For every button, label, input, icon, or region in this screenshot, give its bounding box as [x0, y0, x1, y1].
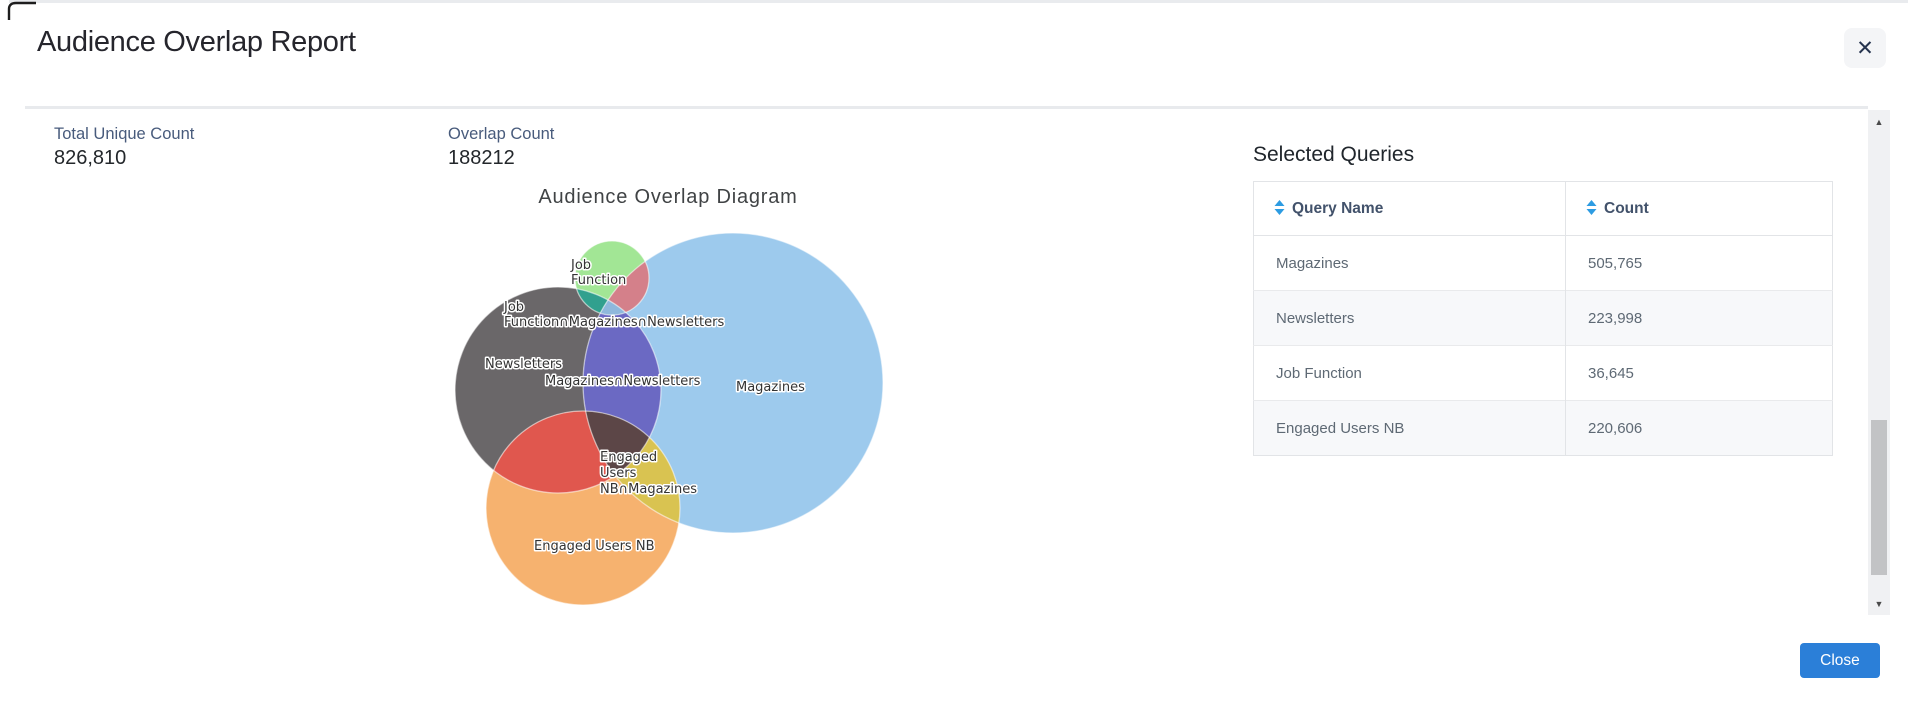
selected-queries-heading: Selected Queries [1253, 143, 1415, 166]
header-divider [25, 106, 1868, 109]
column-header-count[interactable]: Count [1565, 181, 1833, 236]
overlap-count-value: 188212 [448, 147, 515, 169]
query-name-cell: Magazines [1253, 235, 1566, 291]
venn-label-engaged-users-nb: Engaged Users NB [534, 539, 655, 554]
close-icon[interactable]: ✕ [1844, 28, 1886, 68]
venn-label-newsletters: Newsletters [485, 357, 562, 372]
sort-icon[interactable] [1274, 199, 1285, 215]
venn-label-job-function-line2: Function [571, 273, 626, 288]
venn-label-engaged-magazines-line2: Users [600, 466, 637, 481]
venn-label-job-function-line1: Job [570, 258, 591, 273]
column-header-query-name[interactable]: Query Name [1253, 181, 1566, 236]
venn-label-magazines: Magazines [736, 380, 805, 395]
table-row: Engaged Users NB 220,606 [1253, 400, 1833, 456]
column-label-count: Count [1604, 199, 1649, 217]
venn-circle-outlines [454, 232, 884, 606]
count-cell: 220,606 [1565, 400, 1833, 456]
scroll-down-icon[interactable]: ▼ [1874, 599, 1884, 609]
vertical-scrollbar[interactable]: ▲ ▼ [1868, 110, 1890, 615]
venn-title: Audience Overlap Diagram [538, 186, 797, 208]
page-title: Audience Overlap Report [37, 26, 356, 58]
total-unique-count-value: 826,810 [54, 147, 127, 169]
venn-label-engaged-magazines-line1: Engaged [600, 450, 657, 465]
overlap-count-stat: Overlap Count 188212 [448, 125, 554, 170]
top-border-strip [9, 0, 1908, 3]
total-unique-count-label: Total Unique Count [54, 125, 195, 143]
audience-overlap-venn-diagram: Audience Overlap Diagram [454, 186, 884, 606]
overlap-count-label: Overlap Count [448, 125, 555, 143]
column-label-query-name: Query Name [1292, 199, 1384, 217]
scrollbar-thumb[interactable] [1871, 420, 1887, 575]
query-name-cell: Job Function [1253, 345, 1566, 401]
venn-label-magazines-newsletters: Magazines∩Newsletters [545, 374, 701, 389]
window-corner-artifact [7, 1, 36, 20]
sort-icon[interactable] [1586, 199, 1597, 215]
venn-label-triple-line1: Job [503, 300, 524, 315]
venn-overlap-magazines-newsletters-engaged[interactable] [486, 411, 680, 605]
count-cell: 223,998 [1565, 290, 1833, 346]
total-unique-count-stat: Total Unique Count 826,810 [54, 125, 194, 170]
scroll-up-icon[interactable]: ▲ [1874, 117, 1884, 127]
count-cell: 505,765 [1565, 235, 1833, 291]
query-name-cell: Newsletters [1253, 290, 1566, 346]
close-button[interactable]: Close [1800, 643, 1880, 678]
count-cell: 36,645 [1565, 345, 1833, 401]
table-row: Magazines 505,765 [1253, 235, 1833, 291]
query-name-cell: Engaged Users NB [1253, 400, 1566, 456]
table-row: Job Function 36,645 [1253, 345, 1833, 401]
venn-label-engaged-magazines-line3: NB∩Magazines [600, 482, 697, 497]
venn-label-triple-line2: Function∩Magazines∩Newsletters [504, 315, 724, 330]
table-row: Newsletters 223,998 [1253, 290, 1833, 346]
table-header-row: Query Name Count [1253, 181, 1833, 236]
selected-queries-table: Query Name Count Magazines 505,765 Newsl… [1253, 181, 1833, 456]
